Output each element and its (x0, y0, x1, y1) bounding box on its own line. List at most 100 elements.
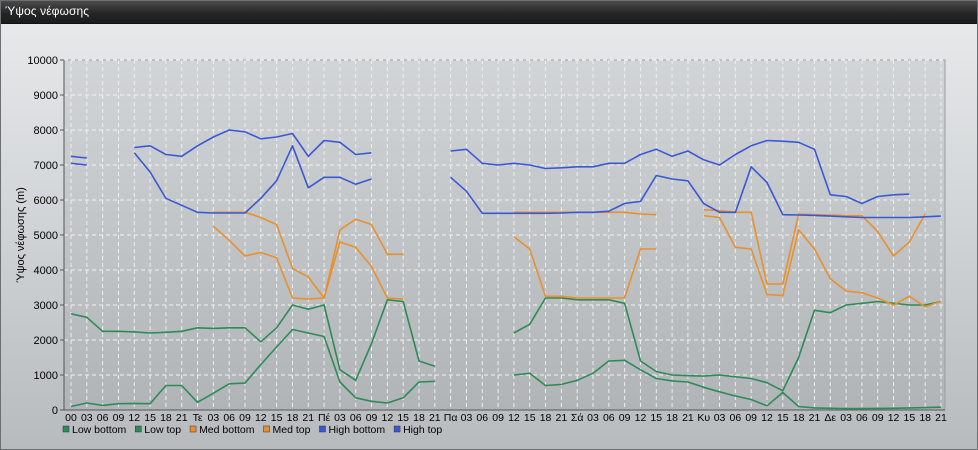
y-tick-label: 6000 (34, 195, 58, 207)
y-tick-label: 9000 (34, 90, 58, 102)
x-tick-label: 06 (603, 412, 615, 424)
series-line-segment (70, 328, 435, 408)
legend-item: Low bottom (62, 424, 127, 436)
series-low-bottom (70, 328, 942, 410)
y-tick-label: 0 (52, 405, 58, 417)
x-tick-label: 09 (239, 412, 251, 424)
x-tick-label: 09 (619, 412, 631, 424)
series-line-segment (513, 236, 657, 299)
y-tick-label: 5000 (34, 230, 58, 242)
x-tick-label: 21 (809, 412, 821, 424)
x-tick-label: Πα (444, 412, 458, 424)
legend-label: Low bottom (72, 424, 127, 436)
x-tick-label: 21 (176, 412, 188, 424)
x-tick-label: 06 (856, 412, 868, 424)
series-line-segment (703, 214, 942, 308)
legend-label: High bottom (328, 424, 385, 436)
series-med-bottom (212, 214, 942, 308)
legend-swatch (135, 425, 142, 433)
legend-swatch (263, 425, 270, 433)
x-tick-label: 06 (97, 412, 109, 424)
legend-swatch (62, 425, 70, 433)
legend-item: High top (393, 424, 442, 436)
x-tick-label: 03 (81, 412, 93, 424)
x-tick-label: 12 (508, 412, 520, 424)
legend-item: Med top (263, 424, 311, 436)
x-tick-label: 09 (113, 412, 125, 424)
legend-swatch (319, 425, 326, 433)
x-tick-label: 18 (287, 412, 299, 424)
x-tick-label: 12 (128, 412, 140, 424)
y-tick-label: 3000 (34, 300, 58, 312)
x-tick-label: 12 (761, 412, 773, 424)
x-tick-label: 03 (840, 412, 852, 424)
y-tick-label: 7000 (34, 160, 58, 172)
legend-item: Med bottom (189, 424, 255, 436)
x-tick-label: 21 (429, 412, 441, 424)
axes: 0 1000 2000 3000 4000 5000 6000 7000 8000 9000 100… (27, 55, 947, 424)
legend-item: Low top (135, 424, 181, 436)
x-tick-label: 15 (271, 412, 283, 424)
x-tick-label: 15 (650, 412, 662, 424)
x-tick-label: 18 (919, 412, 931, 424)
series-line-segment (133, 145, 372, 214)
grid (64, 59, 945, 411)
window-title: Ύψος νέφωσης (5, 4, 90, 18)
x-tick-label: 15 (904, 412, 916, 424)
x-tick-label: 18 (793, 412, 805, 424)
x-tick-label: Σά (571, 412, 584, 424)
series-line-segment (513, 359, 942, 410)
series-line-segment (212, 225, 404, 300)
series-layer (70, 129, 942, 410)
x-tick-label: 03 (714, 412, 726, 424)
x-tick-label: 09 (492, 412, 504, 424)
x-tick-label: 06 (730, 412, 742, 424)
plot-area (63, 59, 946, 411)
y-axis-label: Ύψος νέφωσης (m) (15, 187, 27, 283)
x-tick-label: 09 (366, 412, 378, 424)
legend-label: High top (403, 424, 442, 436)
x-tick-label: 12 (255, 412, 267, 424)
x-tick-label: 21 (935, 412, 947, 424)
x-tick-label: 12 (888, 412, 900, 424)
y-tick-label: 8000 (34, 125, 58, 137)
legend-label: Med top (273, 424, 311, 436)
legend-label: Low top (144, 424, 181, 436)
x-tick-label: 12 (635, 412, 647, 424)
x-tick-label: 03 (208, 412, 220, 424)
x-tick-label: 06 (223, 412, 235, 424)
series-high-bottom (70, 145, 942, 219)
series-low-top (70, 297, 942, 392)
x-tick-label: 18 (413, 412, 425, 424)
x-tick-label: Κυ (697, 412, 710, 424)
x-tick-label: 21 (682, 412, 694, 424)
x-tick-label: 18 (160, 412, 172, 424)
x-tick-label: 03 (587, 412, 599, 424)
y-tick-label: 4000 (34, 265, 58, 277)
series-line-segment (513, 297, 942, 392)
series-line-segment (450, 139, 910, 205)
series-line-segment (70, 155, 87, 159)
series-line-segment (70, 298, 436, 382)
y-tick-label: 2000 (34, 335, 58, 347)
x-tick-label: 09 (872, 412, 884, 424)
x-tick-label: 00 (65, 412, 77, 424)
y-tick-label: 10000 (27, 55, 58, 67)
x-tick-label: 06 (350, 412, 362, 424)
x-tick-label: 15 (524, 412, 536, 424)
x-tick-label: 15 (144, 412, 156, 424)
legend-swatch (393, 425, 401, 433)
x-tick-label: 18 (540, 412, 552, 424)
legend-item: High bottom (319, 424, 385, 436)
series-line-segment (70, 162, 87, 166)
series-line-segment (450, 166, 942, 219)
legend-swatch (189, 425, 197, 433)
title-bar: Ύψος νέφωσης (1, 1, 977, 24)
x-tick-label: Τε (193, 412, 203, 424)
x-tick-label: 03 (334, 412, 346, 424)
x-tick-label: Πέ (318, 412, 331, 424)
x-tick-label: 12 (382, 412, 394, 424)
y-tick-label: 1000 (34, 370, 58, 382)
